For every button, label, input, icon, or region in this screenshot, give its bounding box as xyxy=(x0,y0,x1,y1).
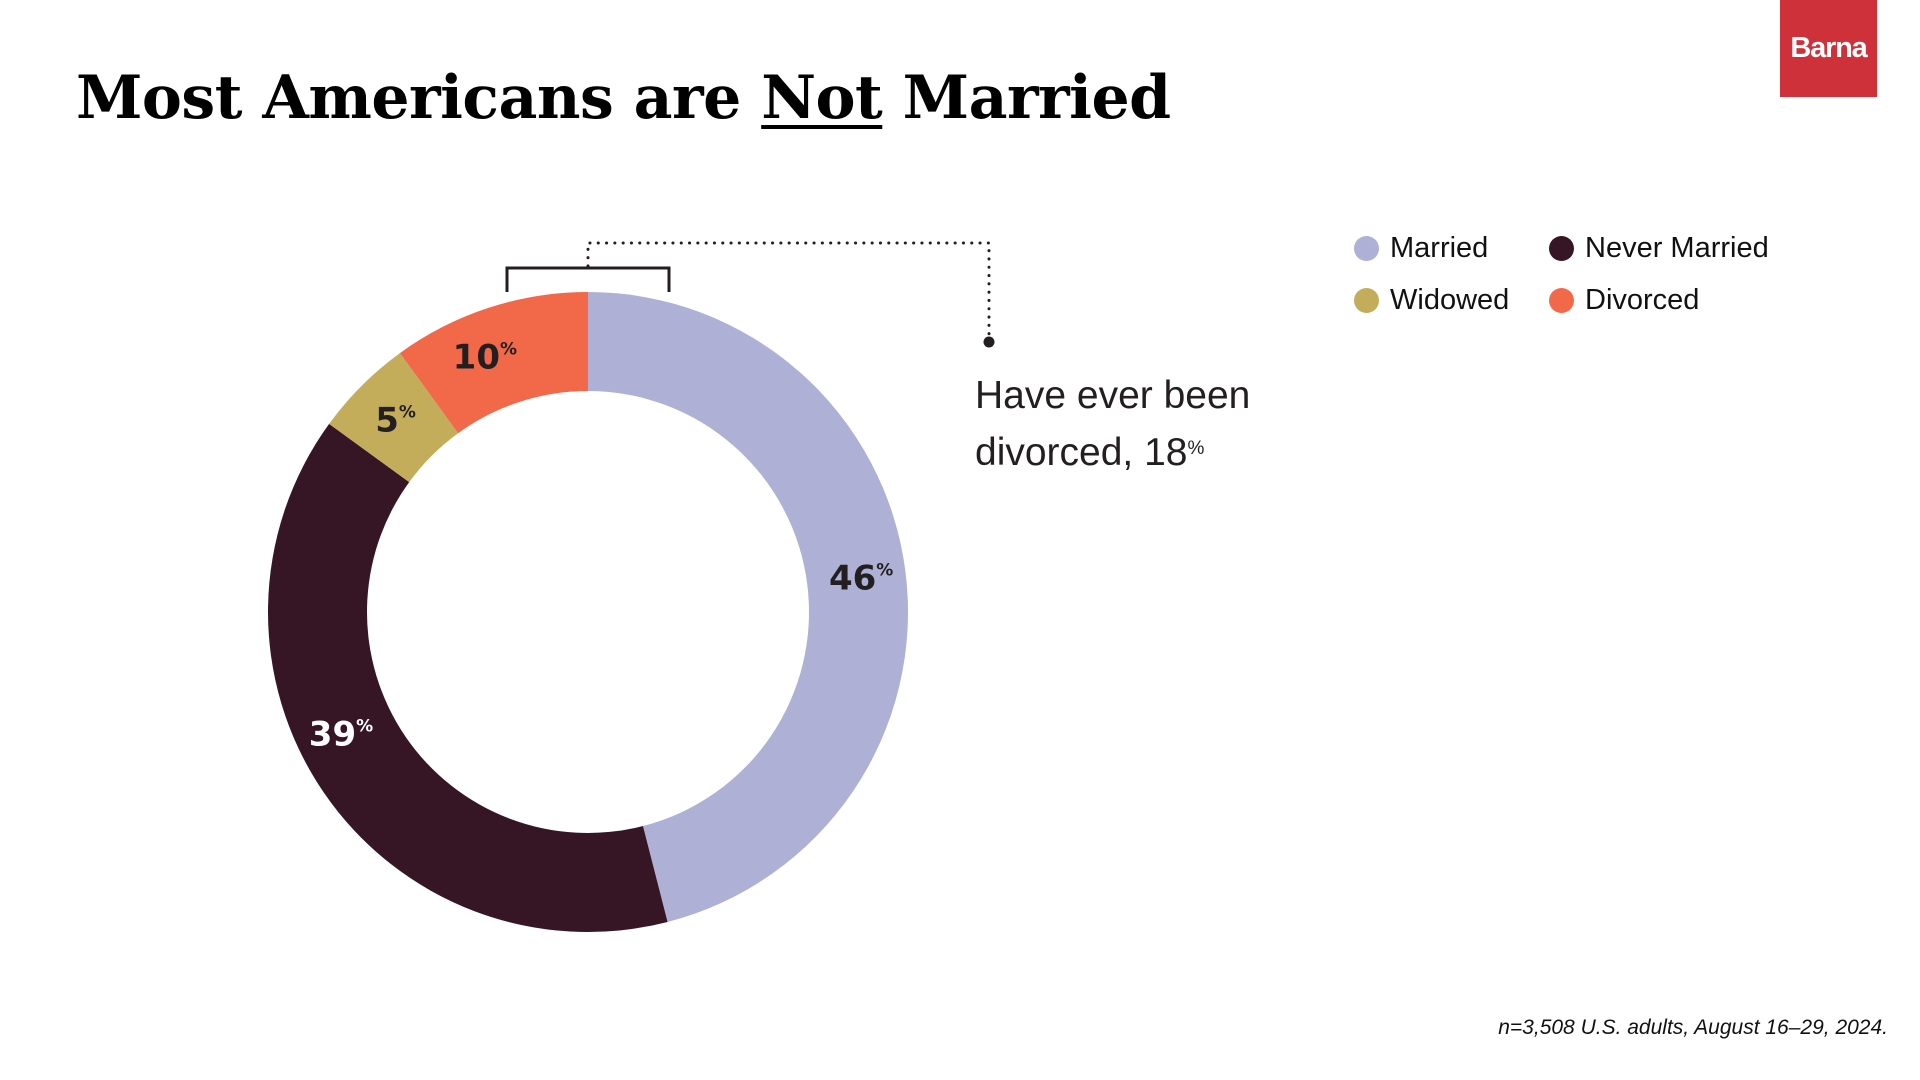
slice-value: 5 xyxy=(375,401,399,441)
legend-dot-icon xyxy=(1549,287,1574,313)
logo-text: Barna xyxy=(1790,32,1867,64)
legend-item-divorced: Divorced xyxy=(1549,282,1769,318)
donut-slice-divorced xyxy=(399,292,588,434)
legend-label: Widowed xyxy=(1390,283,1510,316)
page-title: Most Americans are Not Married xyxy=(76,58,1171,138)
donut-slice-widowed xyxy=(329,353,459,483)
divorce-annotation: Have ever been divorced, 18% xyxy=(975,367,1250,481)
legend-label: Never Married xyxy=(1585,231,1769,264)
donut-slice-labels: 46%39%5%10% xyxy=(309,338,894,755)
legend-dot-icon xyxy=(1549,235,1574,261)
chart-legend: Married Never Married Widowed Divorced xyxy=(1354,230,1769,318)
annotation-line-2-text: divorced, 18 xyxy=(975,431,1188,474)
legend-label: Married xyxy=(1390,231,1489,264)
slice-unit: % xyxy=(876,560,893,580)
legend-item-widowed: Widowed xyxy=(1354,282,1549,318)
divorce-callout-connector xyxy=(505,241,995,348)
legend-item-married: Married xyxy=(1354,230,1549,266)
slice-unit: % xyxy=(399,403,416,423)
title-text-start: Most Americans are xyxy=(76,63,762,133)
title-text-end: Married xyxy=(882,63,1171,133)
slice-label-divorced: 10% xyxy=(453,338,517,378)
leader-endpoint-dot xyxy=(983,336,995,348)
slice-value: 10 xyxy=(453,338,500,378)
donut-slice-never-married xyxy=(267,423,668,933)
legend-dot-icon xyxy=(1354,287,1379,313)
legend-dot-icon xyxy=(1354,235,1379,261)
annotation-line-2: divorced, 18% xyxy=(975,424,1250,481)
donut-slices xyxy=(267,292,909,933)
slice-unit: % xyxy=(356,717,373,737)
title-emphasis: Not xyxy=(761,63,883,133)
legend-label: Divorced xyxy=(1585,283,1700,316)
slice-label-widowed: 5% xyxy=(375,401,416,441)
divorce-bracket xyxy=(505,266,671,292)
slice-value: 46 xyxy=(829,558,876,598)
slice-label-never-married: 39% xyxy=(309,715,373,755)
annotation-unit: % xyxy=(1187,438,1205,459)
slice-unit: % xyxy=(500,340,517,360)
barna-logo: Barna xyxy=(1780,0,1877,97)
slice-label-married: 46% xyxy=(829,558,893,598)
slice-value: 39 xyxy=(309,715,356,755)
dotted-leader-line xyxy=(586,241,991,338)
source-footnote: n=3,508 U.S. adults, August 16–29, 2024. xyxy=(1498,1016,1888,1039)
annotation-line-1: Have ever been xyxy=(975,374,1251,417)
legend-item-never-married: Never Married xyxy=(1549,230,1769,266)
donut-slice-married xyxy=(588,292,909,922)
